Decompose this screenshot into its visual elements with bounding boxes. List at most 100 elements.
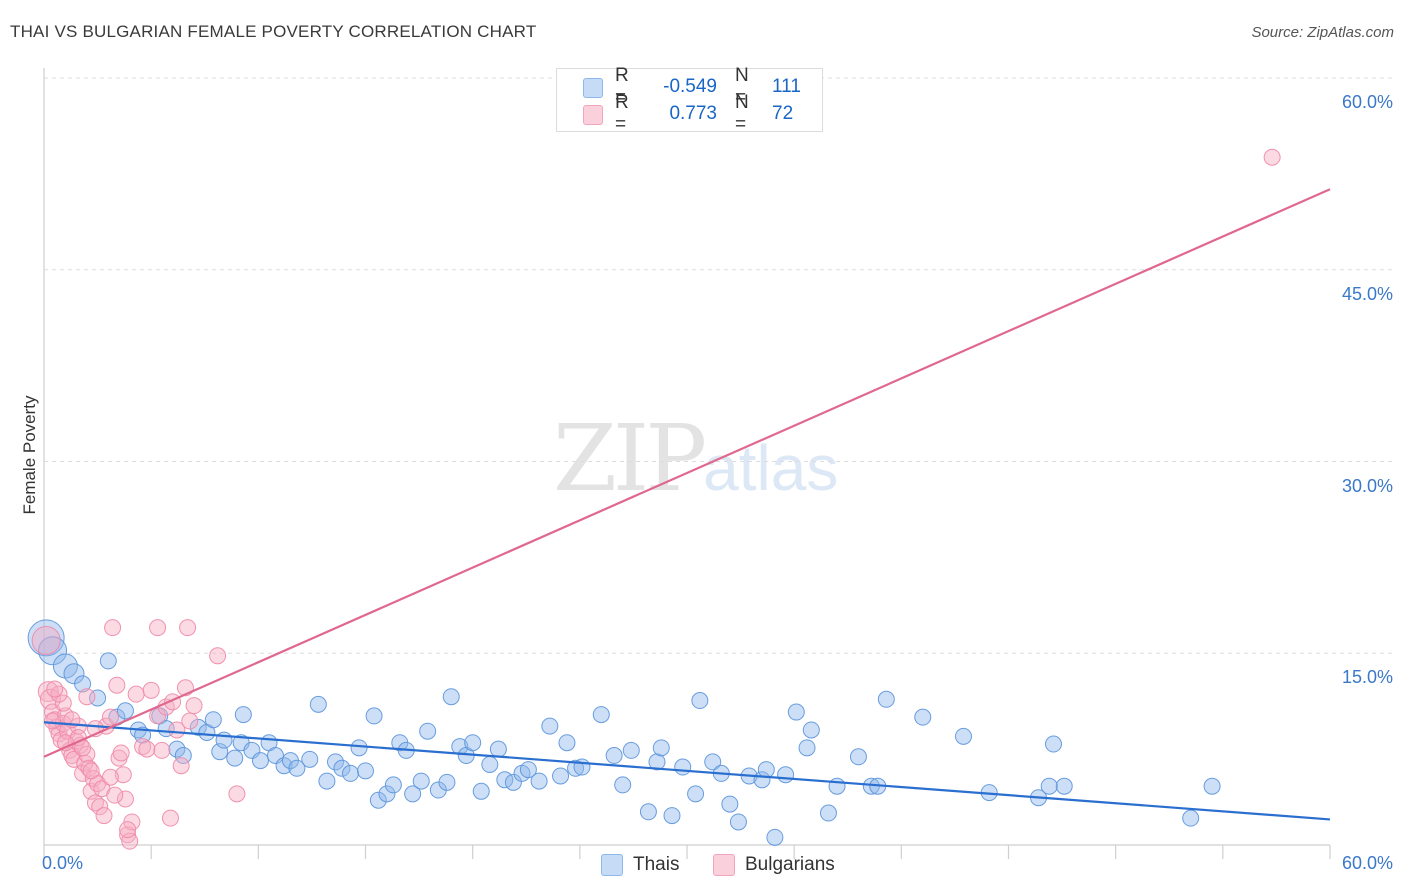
thai-point — [592, 706, 610, 724]
thai-point — [622, 741, 640, 759]
thai-point — [605, 747, 623, 765]
bulgarian-point — [119, 821, 137, 839]
bulgarian-point — [123, 813, 141, 831]
watermark-atlas: atlas — [703, 432, 839, 504]
bulgarian-point — [153, 741, 171, 759]
bulgarian-point — [78, 688, 96, 706]
legend-item-thais[interactable]: Thais — [601, 852, 679, 878]
bulgarian-point — [209, 647, 227, 665]
legend-swatch-thais — [583, 78, 603, 98]
thai-point — [369, 791, 387, 809]
legend-item-bulgarians[interactable]: Bulgarians — [713, 852, 835, 878]
thai-point — [798, 739, 816, 757]
thai-point — [464, 734, 482, 752]
bulgarian-point — [138, 740, 156, 758]
thai-point — [384, 776, 402, 794]
legend-swatch-bulgarians — [583, 105, 603, 125]
thai-point — [63, 663, 85, 685]
thai-point — [318, 772, 336, 790]
thai-point — [168, 740, 186, 758]
bulgarian-point — [80, 759, 98, 777]
thai-point — [378, 785, 396, 803]
y-tick-label: 15.0% — [1341, 667, 1393, 688]
watermark: ZIPatlas — [553, 405, 838, 512]
thai-point — [849, 748, 867, 766]
bulgarian-point — [54, 694, 72, 712]
bulgarian-point — [91, 798, 109, 816]
thai-point — [777, 766, 795, 784]
points-layer — [27, 148, 1281, 850]
bulgarian-point — [108, 676, 126, 694]
thai-point — [442, 688, 460, 706]
bulgarian-point — [149, 619, 167, 637]
bulgarian-point — [142, 681, 160, 699]
thai-point — [489, 740, 507, 758]
bulgarian-point — [114, 766, 132, 784]
thai-point — [721, 795, 739, 813]
x-tick-max: 60.0% — [1341, 853, 1393, 873]
thai-point — [189, 718, 207, 736]
legend-n-label: N = — [735, 92, 749, 135]
thai-point — [687, 785, 705, 803]
bulgarian-point — [106, 786, 124, 804]
thai-point — [558, 734, 576, 752]
thai-point — [481, 755, 499, 773]
y-tick-label: 60.0% — [1341, 92, 1393, 112]
thai-point — [530, 772, 548, 790]
source-label: Source: ZipAtlas.com — [1251, 24, 1394, 41]
thai-point — [819, 804, 837, 822]
y-axis-label: Female Poverty — [20, 395, 39, 515]
bulgarian-point — [31, 625, 61, 655]
thai-point — [1045, 735, 1063, 753]
thai-point — [1203, 777, 1221, 795]
thai-point — [234, 706, 252, 724]
legend-label: Thais — [633, 854, 680, 875]
y-tick-label: 45.0% — [1341, 283, 1393, 304]
thai-point — [333, 759, 351, 777]
bulgarian-point — [179, 619, 197, 637]
thai-point — [914, 708, 932, 726]
thai-point — [288, 759, 306, 777]
thai-point — [350, 739, 368, 757]
thai-point — [116, 702, 134, 720]
thai-point — [472, 782, 490, 800]
thai-point — [99, 652, 117, 670]
bulgarian-point — [44, 712, 62, 730]
thai-point — [877, 690, 895, 708]
bulgarian-point — [181, 712, 199, 730]
bulgarian-point — [82, 762, 100, 780]
bulgarian-point — [119, 826, 137, 844]
thai-point — [1040, 777, 1058, 795]
thai-point — [1182, 809, 1200, 827]
legend-n-label: N = — [735, 65, 749, 108]
correlation-legend: R = -0.549 N = 111 R = 0.773 N = 72 — [556, 65, 823, 135]
bulgarian-point — [65, 750, 83, 768]
x-tick-min: 0.0% — [42, 853, 84, 873]
bulgarian-point — [161, 809, 179, 827]
legend-label: Bulgarians — [745, 854, 835, 875]
thai-point — [674, 758, 692, 776]
legend-swatch — [713, 854, 735, 876]
thai-point — [326, 753, 344, 771]
bulgarian-point — [112, 744, 130, 762]
thai-point — [412, 772, 430, 790]
thai-point — [89, 689, 107, 707]
bulgarian-point — [185, 697, 203, 715]
thai-point — [341, 764, 359, 782]
bulgarian-point — [1263, 148, 1281, 166]
thai-point — [614, 776, 632, 794]
bulgarian-point — [101, 708, 119, 726]
thai-point — [419, 722, 437, 740]
bulgarian-point — [95, 807, 113, 825]
thai-point — [174, 747, 192, 765]
trend-layer — [43, 188, 1331, 821]
thai-point — [663, 807, 681, 825]
thai-point — [704, 753, 722, 771]
thai-point — [226, 749, 244, 767]
thai-point — [357, 762, 374, 780]
thai-point — [404, 785, 422, 803]
thai-point — [301, 750, 319, 768]
legend-r-value: -0.549 — [663, 76, 717, 97]
legend-r-label: R = — [615, 65, 629, 108]
